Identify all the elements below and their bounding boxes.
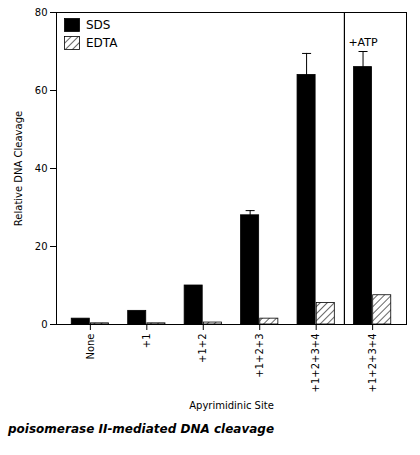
svg-text:20: 20	[35, 241, 48, 252]
svg-text:40: 40	[35, 163, 48, 174]
svg-text:Apyrimidinic Site: Apyrimidinic Site	[189, 400, 274, 411]
svg-text:None: None	[85, 334, 96, 360]
html-text:EDTA: EDTA	[86, 36, 118, 50]
svg-text:80: 80	[35, 7, 48, 18]
svg-text:+1+2+3+4: +1+2+3+4	[367, 334, 378, 393]
html-text:SDS: SDS	[86, 18, 111, 32]
svg-text:+1+2+3: +1+2+3	[254, 334, 265, 378]
svg-text:+1+2+3+4: +1+2+3+4	[310, 334, 321, 393]
svg-text:+ATP: +ATP	[348, 36, 378, 49]
svg-text:+1: +1	[141, 334, 152, 349]
svg-text:0: 0	[41, 319, 47, 330]
svg-text:60: 60	[35, 85, 48, 96]
svg-text:Relative DNA Cleavage: Relative DNA Cleavage	[13, 111, 24, 226]
svg-text:+1+2: +1+2	[197, 334, 208, 363]
html-text:poisomerase II-mediated DNA cl: poisomerase II-mediated DNA cleavage	[8, 422, 274, 436]
